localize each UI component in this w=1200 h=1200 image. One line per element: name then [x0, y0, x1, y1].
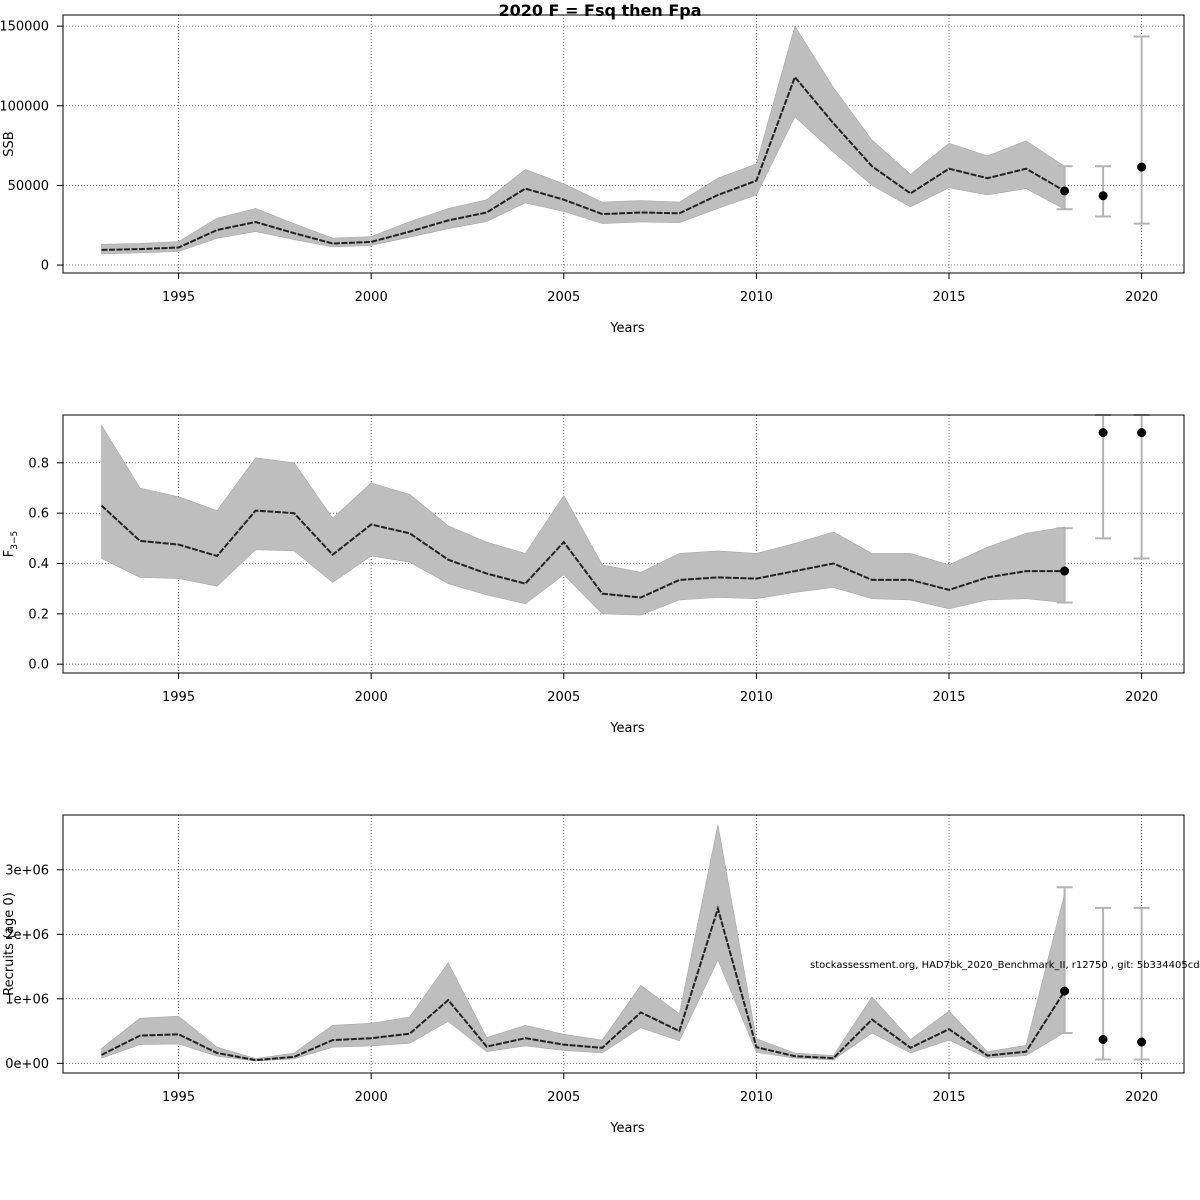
y-tick-label: 0e+00 — [5, 1057, 49, 1072]
panel-2: 1995 2000 2005 2010 2015 2020 0.0 0.2 0.4 0.6 0.8 Y… — [2, 414, 1185, 736]
plot-frame — [62, 414, 1185, 674]
forecast-point — [1098, 428, 1108, 438]
forecast-point — [1098, 1034, 1108, 1044]
x-tick-label: 1995 — [162, 690, 195, 705]
plot-frame — [62, 14, 1185, 274]
forecast-point — [1137, 162, 1147, 172]
x-tick-label: 2005 — [547, 290, 580, 305]
forecast-point — [1098, 191, 1108, 201]
forecast-point — [1137, 428, 1147, 438]
panels-group: 1995 2000 2005 2010 2015 2020 0 50000 100000 1500… — [0, 14, 1185, 1136]
y-tick-label: 0.8 — [28, 456, 49, 471]
y-tick-label: 3e+06 — [5, 863, 49, 878]
y-tick-label: 1e+06 — [5, 992, 49, 1007]
x-tick-label: 2020 — [1125, 690, 1158, 705]
y-tick-label: 2e+06 — [5, 928, 49, 943]
x-tick-label: 2005 — [547, 690, 580, 705]
figure-title: 2020 F = Fsq then Fpa — [498, 1, 701, 20]
x-tick-label: 1995 — [162, 1090, 195, 1105]
y-tick-label: 0.4 — [28, 557, 49, 572]
x-tick-label: 2010 — [740, 290, 773, 305]
x-tick-label: 2020 — [1125, 1090, 1158, 1105]
x-axis-label: Years — [609, 721, 645, 736]
y-axis-label: F3−5 — [2, 531, 20, 557]
y-axis-label: Recruits (age 0) — [2, 892, 17, 996]
x-tick-label: 2015 — [932, 290, 965, 305]
estimate-line — [101, 904, 1066, 1062]
confidence-band — [101, 25, 1065, 255]
forecast-point — [1060, 986, 1070, 996]
panel-1: 1995 2000 2005 2010 2015 2020 0 50000 100000 1500… — [0, 14, 1185, 336]
x-tick-label: 2000 — [355, 290, 388, 305]
estimate-line — [101, 75, 1066, 251]
y-tick-label: 0.2 — [28, 607, 49, 622]
y-tick-label: 50000 — [8, 179, 49, 194]
y-axis-label-subscript: 3−5 — [10, 531, 20, 550]
plot-frame — [62, 814, 1185, 1074]
x-tick-label: 2010 — [740, 690, 773, 705]
confidence-band — [101, 824, 1065, 1062]
y-tick-label: 0 — [41, 259, 49, 274]
forecast-point — [1060, 566, 1070, 576]
y-tick-label: 0.0 — [28, 658, 49, 673]
y-axis-label: SSB — [2, 131, 17, 156]
x-axis-label: Years — [609, 321, 645, 336]
x-tick-label: 2015 — [932, 1090, 965, 1105]
x-tick-label: 2000 — [355, 1090, 388, 1105]
x-tick-label: 2015 — [932, 690, 965, 705]
y-tick-label: 0.6 — [28, 507, 49, 522]
x-tick-label: 2020 — [1125, 290, 1158, 305]
y-tick-label: 150000 — [0, 20, 49, 35]
x-axis-label: Years — [609, 1121, 645, 1136]
x-tick-label: 2010 — [740, 1090, 773, 1105]
panel-3: 1995 2000 2005 2010 2015 2020 0e+00 1e+06 2e+06 3… — [2, 814, 1185, 1136]
y-tick-label: 100000 — [0, 99, 49, 114]
x-tick-label: 1995 — [162, 290, 195, 305]
confidence-band — [101, 424, 1065, 616]
footnote-text: stockassessment.org, HAD7bk_2020_Benchma… — [810, 960, 1200, 971]
estimate-line — [100, 504, 1065, 599]
x-tick-label: 2005 — [547, 1090, 580, 1105]
forecast-point — [1060, 186, 1070, 196]
forecast-point — [1137, 1037, 1147, 1047]
x-tick-label: 2000 — [355, 690, 388, 705]
